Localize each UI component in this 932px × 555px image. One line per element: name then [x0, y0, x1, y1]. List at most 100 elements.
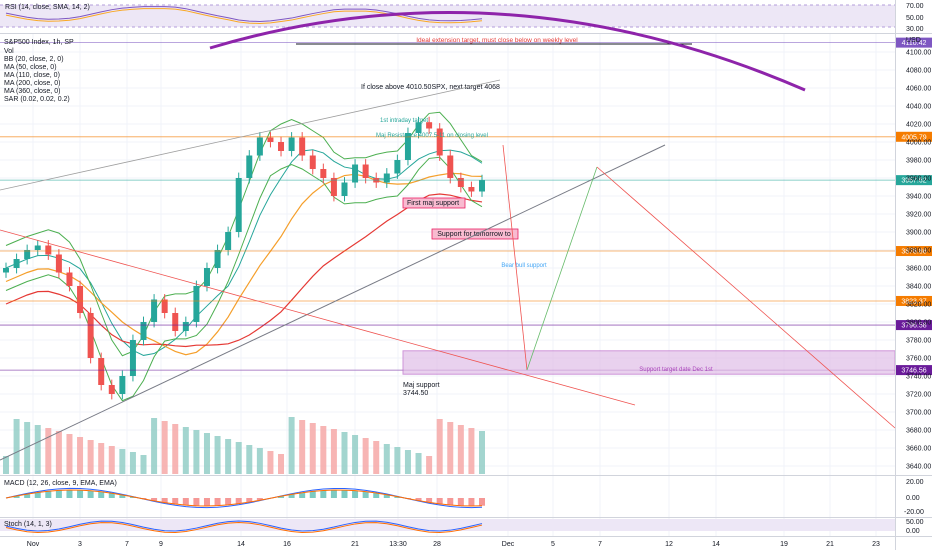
volume-bar [278, 454, 284, 474]
svg-text:70.00: 70.00 [906, 3, 924, 10]
candle-body [468, 187, 474, 192]
intraday-target-note: 1st intraday target [380, 118, 428, 124]
macd-histogram-bar [204, 498, 210, 506]
candle-body [162, 300, 168, 314]
volume-bar [130, 452, 136, 474]
volume-bar [119, 449, 125, 474]
candle-body [77, 286, 83, 313]
macd-histogram-bar [363, 492, 369, 498]
volume-bar [373, 441, 379, 474]
macd-histogram-bar [458, 498, 464, 506]
macd-histogram-bar [98, 492, 104, 498]
legend-item: Vol [4, 48, 14, 55]
time-tick-label: 12 [665, 541, 673, 548]
price-tick-label: 3760.00 [906, 356, 931, 363]
candle-body [151, 300, 157, 323]
price-tick-label: 3980.00 [906, 158, 931, 165]
volume-bar [246, 445, 252, 474]
candle-body [394, 160, 400, 174]
price-tick-label: 3800.00 [906, 320, 931, 327]
candle-body [215, 250, 221, 268]
candle-body [193, 286, 199, 322]
maj-support-note: Maj support [403, 382, 440, 389]
candle-body [341, 183, 347, 197]
rsi-label: RSI (14, close, SMA, 14, 2) [5, 4, 90, 11]
volume-bars [3, 417, 485, 474]
time-tick-label: 19 [780, 541, 788, 548]
macd-histogram-bar [310, 491, 316, 498]
candle-body [98, 358, 104, 385]
currency-label: USD [906, 37, 921, 44]
candle-body [447, 156, 453, 179]
volume-bar [162, 421, 168, 474]
time-tick-label: Dec [502, 541, 515, 548]
price-tick-label: 3700.00 [906, 410, 931, 417]
price-tick-label: 3900.00 [906, 230, 931, 237]
volume-bar [267, 451, 273, 474]
macd-histogram-bar [215, 498, 221, 506]
volume-bar [172, 424, 178, 474]
volume-bar [35, 425, 41, 474]
price-tick-label: 3940.00 [906, 194, 931, 201]
projection-line [597, 167, 895, 428]
time-tick-label: 14 [237, 541, 245, 548]
price-tick-label: 3660.00 [906, 446, 931, 453]
candle-body [289, 138, 295, 152]
svg-text:-20.00: -20.00 [904, 509, 924, 516]
time-tick-label: 7 [598, 541, 602, 548]
volume-bar [225, 439, 231, 474]
macd-histogram-bar [225, 498, 231, 505]
candle-body [119, 376, 125, 394]
macd-histogram-bar [56, 490, 62, 498]
macd-histogram-bar [479, 498, 485, 506]
volume-bar [257, 448, 263, 474]
macd-histogram-bar [331, 490, 337, 498]
volume-bar [331, 429, 337, 474]
volume-bar [289, 417, 295, 474]
macd-histogram-bar [236, 498, 242, 504]
rsi-band [0, 5, 895, 27]
time-tick-label: 5 [551, 541, 555, 548]
volume-bar [183, 427, 189, 474]
volume-bar [416, 453, 422, 474]
price-tick-label: 4060.00 [906, 86, 931, 93]
volume-bar [45, 428, 51, 474]
ma200-line [6, 194, 482, 346]
candle-body [479, 180, 485, 191]
volume-bar [56, 431, 62, 474]
macd-histogram-bar [468, 498, 474, 506]
volume-bar [437, 419, 443, 474]
candle-body [109, 385, 115, 394]
time-tick-label: 21 [826, 541, 834, 548]
candle-body [458, 178, 464, 187]
volume-bar [310, 423, 316, 474]
volume-bar [88, 440, 94, 474]
volume-bar [109, 446, 115, 474]
time-tick-label: 9 [159, 541, 163, 548]
volume-bar [341, 432, 347, 474]
time-tick-label: 21 [351, 541, 359, 548]
macd-histogram-bar [447, 498, 453, 505]
svg-text:20.00: 20.00 [906, 479, 924, 486]
candle-body [3, 268, 9, 273]
candle-body [35, 246, 41, 251]
price-tick-label: 3640.00 [906, 464, 931, 471]
volume-bar [151, 418, 157, 474]
candle-body [267, 138, 273, 143]
macd-histogram-bar [172, 498, 178, 504]
macd-histogram-bar [193, 498, 199, 506]
volume-bar [447, 422, 453, 474]
price-axis[interactable]: 70.00 50.00 30.00 USD 20.00 0.00 -20.00 … [904, 3, 931, 535]
trend-line [0, 230, 635, 405]
maj-resistance-note: Maj Resistance 4007.5-11 on closing leve… [376, 133, 488, 139]
legend: S&P500 Index, 1h, SP Vol BB (20, close, … [4, 39, 74, 103]
candle-body [66, 273, 72, 287]
symbol-title: S&P500 Index, 1h, SP [4, 39, 74, 46]
volume-bar [204, 433, 210, 474]
candle-body [331, 178, 337, 196]
price-tick-label: 3960.00 [906, 176, 931, 183]
macd-histogram-bar [437, 498, 443, 504]
